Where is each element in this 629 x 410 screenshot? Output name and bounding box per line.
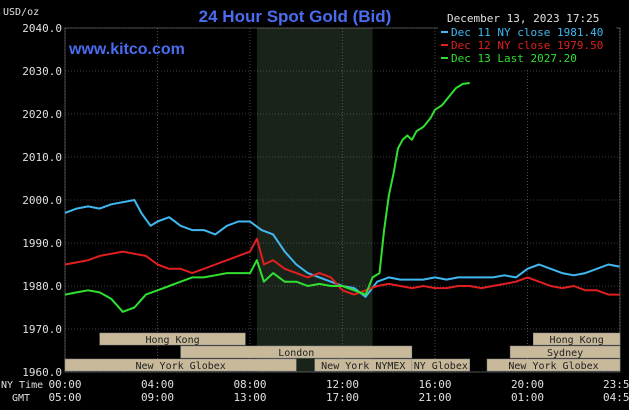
watermark: www.kitco.com	[68, 41, 185, 58]
market-session-bar	[533, 332, 621, 346]
y-tick-label: 1990.0	[22, 237, 62, 250]
series-line-2	[64, 237, 620, 296]
y-tick-label: 2030.0	[22, 65, 62, 78]
legend-entry: Dec 13 Last 2027.20	[451, 52, 577, 65]
x-tick-label-gmt: 17:00	[326, 391, 359, 404]
legend-entry: Dec 11 NY close 1981.40	[451, 26, 603, 39]
y-tick-label: 2000.0	[22, 194, 62, 207]
ny-time-label: NY Time	[1, 380, 43, 391]
market-session-bar	[99, 332, 246, 346]
market-session-label: New York Globex	[508, 361, 598, 372]
y-tick-label: 1980.0	[22, 280, 62, 293]
x-tick-label-gmt: 05:00	[48, 391, 81, 404]
market-session-label: London	[278, 348, 314, 359]
market-session-label: New York NYMEX	[321, 361, 405, 372]
x-tick-label-ny: 20:00	[511, 378, 544, 391]
market-session-bar	[64, 358, 297, 372]
market-session-bar	[486, 358, 621, 372]
plot-frame	[64, 27, 621, 373]
y-tick-label: 2010.0	[22, 151, 62, 164]
date-label: December 13, 2023 17:25	[447, 12, 599, 25]
y-axis-unit: USD/oz	[3, 7, 39, 18]
x-tick-label-ny: 12:00	[326, 378, 359, 391]
market-session-label: New York Globex	[135, 361, 225, 372]
x-tick-label-gmt: 04:59	[603, 391, 629, 404]
market-session-bar	[411, 358, 470, 372]
x-tick-label-gmt: 21:00	[418, 391, 451, 404]
market-session-label: Sydney	[547, 348, 583, 359]
x-tick-label-gmt: 01:00	[511, 391, 544, 404]
market-session-label: NY Globex	[414, 361, 468, 372]
x-tick-label-ny: 23:59	[603, 378, 629, 391]
market-session-label: Hong Kong	[145, 335, 199, 346]
x-tick-label-ny: 00:00	[48, 378, 81, 391]
y-tick-label: 1970.0	[22, 323, 62, 336]
x-tick-label-ny: 08:00	[233, 378, 266, 391]
legend-box	[438, 26, 616, 68]
market-session-bar	[509, 345, 621, 359]
x-tick-label-gmt: 09:00	[141, 391, 174, 404]
y-tick-label: 1960.0	[22, 366, 62, 379]
series-line-3	[64, 82, 470, 313]
x-tick-label-gmt: 13:00	[233, 391, 266, 404]
x-tick-label-ny: 04:00	[141, 378, 174, 391]
market-session-label: Hong Kong	[550, 335, 604, 346]
chart-title: 24 Hour Spot Gold (Bid)	[199, 7, 392, 26]
market-session-bar	[180, 345, 413, 359]
legend-entry: Dec 12 NY close 1979.50	[451, 39, 603, 52]
y-tick-label: 2020.0	[22, 108, 62, 121]
gmt-label: GMT	[12, 393, 30, 404]
x-tick-label-ny: 16:00	[418, 378, 451, 391]
y-tick-label: 2040.0	[22, 22, 62, 35]
